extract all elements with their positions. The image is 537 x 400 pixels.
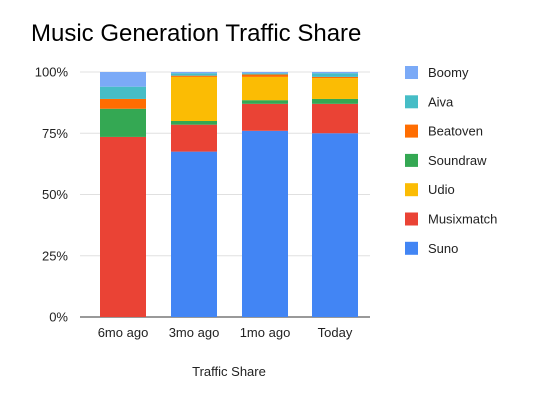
- bar-segment-beatoven: [312, 76, 358, 79]
- x-category-label: 1mo ago: [240, 325, 291, 340]
- bar-segment-boomy: [171, 72, 217, 74]
- bar-segment-suno: [171, 151, 217, 317]
- bar-segment-udio: [242, 76, 288, 101]
- bar-segment-musixmatch: [171, 124, 217, 152]
- bar-segment-musixmatch: [312, 103, 358, 134]
- bar-segment-suno: [242, 130, 288, 317]
- bar-segment-soundraw: [242, 100, 288, 104]
- x-category-label: Today: [318, 325, 353, 340]
- legend-label: Soundraw: [428, 153, 487, 168]
- bar-segment-aiva: [242, 73, 288, 75]
- legend-label: Musixmatch: [428, 212, 497, 227]
- x-category-label: 6mo ago: [98, 325, 149, 340]
- bar-segment-suno: [312, 133, 358, 317]
- bar-segment-udio: [312, 78, 358, 99]
- bar-segment-soundraw: [100, 108, 146, 137]
- x-axis-title: Traffic Share: [192, 364, 266, 379]
- x-category-label: 3mo ago: [169, 325, 220, 340]
- bar-segment-soundraw: [312, 98, 358, 104]
- bar-segment-aiva: [100, 86, 146, 99]
- bar-segment-beatoven: [171, 75, 217, 77]
- bars: [100, 72, 358, 317]
- y-tick-label: 50%: [42, 187, 68, 202]
- bar-segment-aiva: [171, 73, 217, 76]
- bar-segment-beatoven: [100, 98, 146, 109]
- bar-segment-musixmatch: [100, 136, 146, 317]
- bar-segment-musixmatch: [242, 103, 288, 131]
- bar-segment-aiva: [312, 73, 358, 77]
- legend-label: Boomy: [428, 65, 469, 80]
- bar-segment-boomy: [312, 72, 358, 74]
- legend-swatch: [405, 183, 418, 197]
- bar-segment-boomy: [100, 72, 146, 87]
- legend-swatch: [405, 95, 418, 109]
- y-tick-label: 25%: [42, 248, 68, 263]
- y-tick-label: 100%: [35, 65, 69, 80]
- legend-label: Udio: [428, 182, 455, 197]
- y-axis-tick-labels: 0% 25% 50% 75% 100%: [35, 65, 69, 325]
- bar-segment-soundraw: [171, 121, 217, 125]
- y-tick-label: 75%: [42, 126, 68, 141]
- bar-segment-beatoven: [242, 74, 288, 77]
- bar-segment-boomy: [242, 72, 288, 74]
- legend-label: Beatoven: [428, 124, 483, 139]
- legend-swatch: [405, 212, 418, 226]
- legend-swatch: [405, 153, 418, 167]
- chart-title: Music Generation Traffic Share: [31, 20, 362, 47]
- legend-label: Aiva: [428, 94, 454, 109]
- legend-swatch: [405, 241, 418, 255]
- legend-swatch: [405, 66, 418, 79]
- legend-swatch: [405, 124, 418, 138]
- y-tick-label: 0%: [49, 310, 68, 325]
- legend: Boomy Aiva Beatoven Soundraw Udio Musixmatch S…: [405, 65, 497, 256]
- legend-label: Suno: [428, 241, 458, 256]
- x-axis-labels: 6mo ago 3mo ago 1mo ago Today: [98, 325, 353, 340]
- bar-segment-udio: [171, 76, 217, 121]
